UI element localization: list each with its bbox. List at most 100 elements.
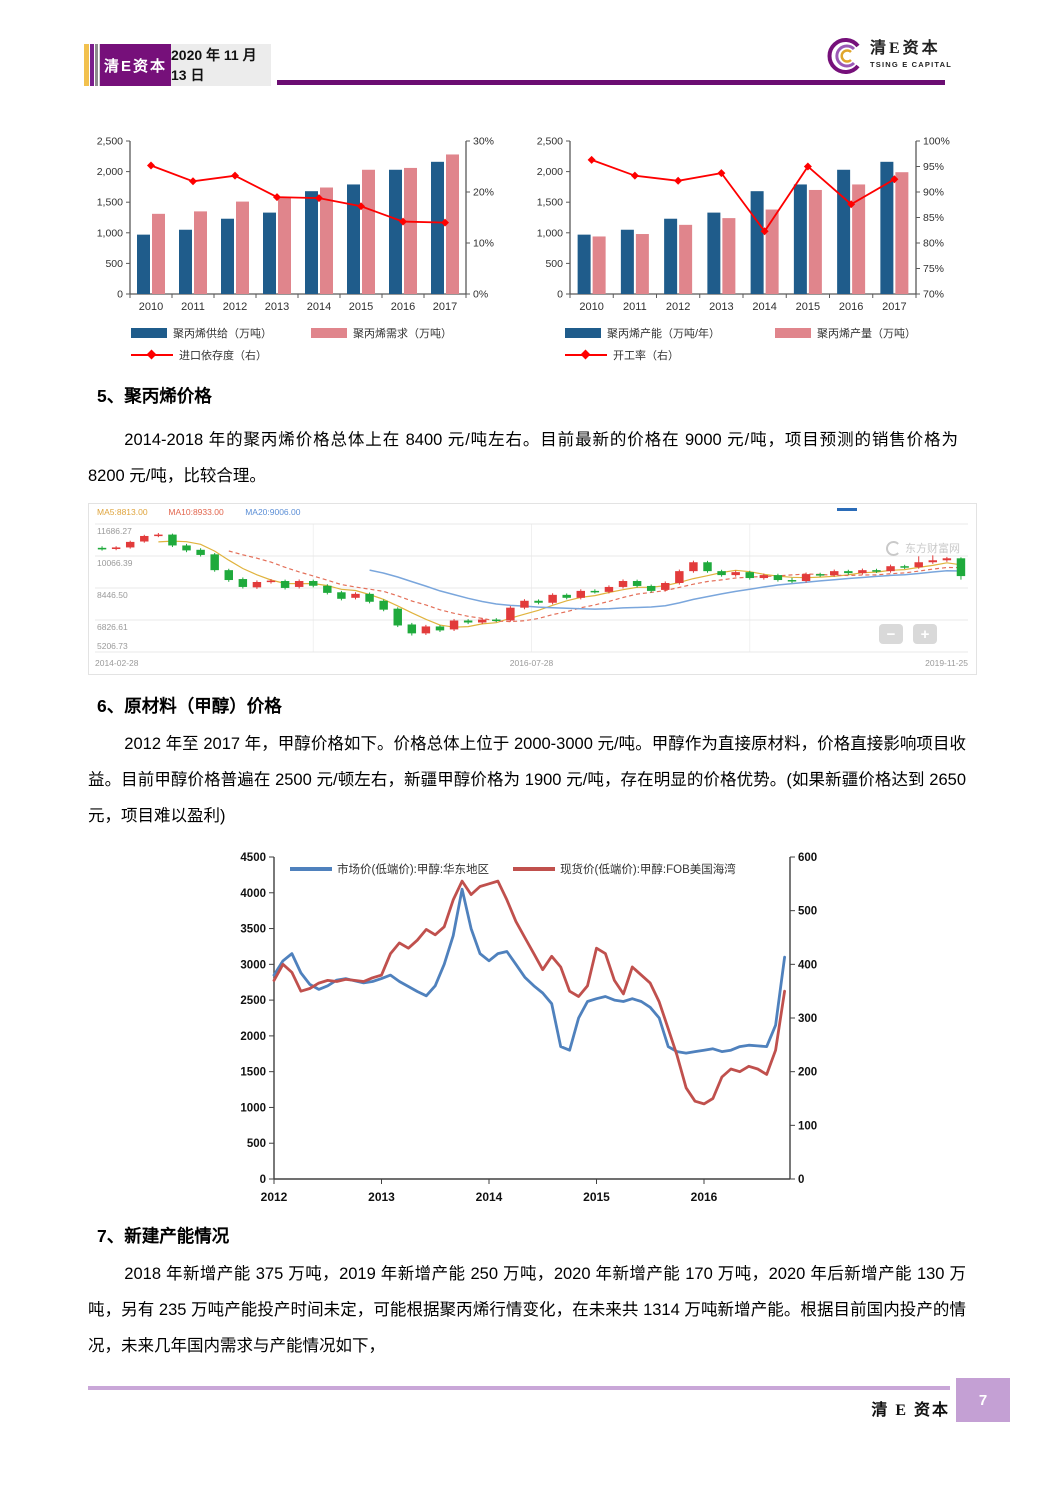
svg-text:300: 300 bbox=[798, 1013, 817, 1025]
pp-capacity-output-plot: 0 500 1,000 1,500 2,000 2,500 70% 75% 80% 85% 90% 9… bbox=[537, 136, 950, 314]
section-5-heading: 5、聚丙烯价格 bbox=[97, 386, 212, 406]
svg-text:2012: 2012 bbox=[223, 301, 247, 313]
legend-label: 进口依存度（右） bbox=[179, 350, 267, 362]
svg-text:2012: 2012 bbox=[666, 301, 690, 313]
svg-text:2014-02-28: 2014-02-28 bbox=[95, 658, 139, 668]
svg-text:2014: 2014 bbox=[307, 301, 331, 313]
svg-text:200: 200 bbox=[798, 1067, 817, 1079]
svg-text:100%: 100% bbox=[923, 136, 950, 148]
logo-title: 清E资本 bbox=[870, 40, 941, 57]
svg-text:2011: 2011 bbox=[623, 301, 647, 313]
decorative-stripe bbox=[90, 44, 94, 86]
legend-item: 聚丙烯供给（万吨） bbox=[131, 325, 272, 341]
svg-text:500: 500 bbox=[105, 258, 123, 270]
svg-text:4000: 4000 bbox=[240, 888, 266, 900]
logo-swirl-icon bbox=[827, 38, 860, 74]
chart-tab-indicator bbox=[837, 508, 857, 511]
legend-item: 进口依存度（右） bbox=[131, 347, 267, 363]
date-badge: 2020 年 11 月 13 日 bbox=[171, 44, 271, 86]
svg-text:2013: 2013 bbox=[368, 1190, 395, 1204]
svg-text:2500: 2500 bbox=[240, 995, 266, 1007]
legend-item: 开工率（右） bbox=[565, 347, 679, 363]
svg-text:2014: 2014 bbox=[752, 301, 776, 313]
candlestick-plot: 11686.27 10066.39 8446.50 6826.61 5206.73 MA5… bbox=[95, 507, 968, 668]
legend-line-swatch bbox=[513, 867, 556, 871]
methanol-legend: 市场价(低端价):甲醇:华东地区 现货价(低端价):甲醇:FOB美国海湾 bbox=[290, 861, 736, 877]
eastmoney-watermark: 东方财富网 bbox=[886, 540, 960, 556]
svg-text:600: 600 bbox=[798, 852, 817, 864]
svg-text:500: 500 bbox=[545, 258, 563, 270]
legend-swatch bbox=[131, 328, 167, 338]
header-divider bbox=[277, 80, 945, 85]
svg-text:90%: 90% bbox=[923, 187, 944, 199]
svg-text:1500: 1500 bbox=[240, 1067, 266, 1079]
svg-text:2,000: 2,000 bbox=[97, 166, 123, 178]
legend-label: 聚丙烯供给（万吨） bbox=[173, 328, 272, 340]
svg-text:95%: 95% bbox=[923, 161, 944, 173]
svg-text:2016: 2016 bbox=[691, 1190, 718, 1204]
svg-text:4500: 4500 bbox=[240, 852, 266, 864]
svg-text:2016-07-28: 2016-07-28 bbox=[510, 658, 554, 668]
section-5-paragraph: 2014-2018 年的聚丙烯价格总体上在 8400 元/吨左右。目前最新的价格… bbox=[88, 431, 958, 485]
footer-divider bbox=[88, 1386, 950, 1390]
legend-item: 聚丙烯产能（万吨/年） bbox=[565, 325, 720, 341]
svg-text:3000: 3000 bbox=[240, 959, 266, 971]
svg-text:11686.27: 11686.27 bbox=[97, 526, 132, 536]
legend-label: 聚丙烯产量（万吨） bbox=[817, 328, 916, 340]
svg-text:2,000: 2,000 bbox=[537, 166, 563, 178]
svg-text:0: 0 bbox=[557, 289, 563, 301]
logo-subtitle: TSING E CAPITAL bbox=[870, 60, 953, 69]
svg-text:20%: 20% bbox=[473, 187, 494, 199]
section-6-paragraph: 2012 年至 2017 年，甲醇价格如下。价格总体上位于 2000-3000 … bbox=[88, 735, 966, 825]
svg-text:10%: 10% bbox=[473, 238, 494, 250]
watermark-label: 东方财富网 bbox=[905, 543, 960, 555]
decorative-stripe bbox=[95, 44, 98, 86]
zoom-in-button[interactable]: + bbox=[913, 624, 937, 644]
svg-text:MA20:9006.00: MA20:9006.00 bbox=[245, 507, 301, 517]
svg-text:2000: 2000 bbox=[240, 1031, 266, 1043]
methanol-price-plot: 0 500 1000 1500 2000 2500 3000 3500 4000 4500 0 100… bbox=[240, 852, 817, 1204]
svg-text:2012: 2012 bbox=[261, 1190, 288, 1204]
svg-text:2017: 2017 bbox=[882, 301, 906, 313]
legend-label: 现货价(低端价):甲醇:FOB美国海湾 bbox=[560, 864, 736, 876]
report-date: 2020 年 11 月 13 日 bbox=[171, 47, 257, 83]
svg-text:6826.61: 6826.61 bbox=[97, 622, 128, 632]
footer-brand: 清 E 资本 bbox=[871, 1402, 950, 1419]
legend-line-swatch bbox=[131, 349, 173, 360]
svg-text:3500: 3500 bbox=[240, 924, 266, 936]
decorative-stripe bbox=[84, 44, 89, 86]
svg-text:0: 0 bbox=[798, 1174, 804, 1186]
legend-swatch bbox=[311, 328, 347, 338]
svg-text:500: 500 bbox=[247, 1138, 266, 1150]
svg-text:2015: 2015 bbox=[796, 301, 820, 313]
legend-line-swatch bbox=[565, 349, 607, 360]
svg-text:1,000: 1,000 bbox=[537, 227, 563, 239]
page-number: 7 bbox=[956, 1378, 1010, 1422]
svg-text:2011: 2011 bbox=[181, 301, 205, 313]
svg-text:100: 100 bbox=[798, 1120, 817, 1132]
pp-supply-demand-plot: 0 500 1,000 1,500 2,000 2,500 0% 10% 20% 30% 2010 2… bbox=[97, 136, 494, 314]
svg-text:2013: 2013 bbox=[265, 301, 289, 313]
svg-text:2013: 2013 bbox=[709, 301, 733, 313]
legend-label: 开工率（右） bbox=[613, 350, 679, 362]
svg-text:70%: 70% bbox=[923, 289, 944, 301]
svg-text:MA5:8813.00: MA5:8813.00 bbox=[97, 507, 148, 517]
svg-text:0: 0 bbox=[117, 289, 123, 301]
svg-text:75%: 75% bbox=[923, 263, 944, 275]
svg-text:30%: 30% bbox=[473, 136, 494, 148]
watermark-icon bbox=[886, 540, 901, 556]
legend-label: 聚丙烯需求（万吨） bbox=[353, 328, 452, 340]
svg-text:85%: 85% bbox=[923, 212, 944, 224]
pp-price-candlestick-chart: 11686.27 10066.39 8446.50 6826.61 5206.73 MA5… bbox=[88, 503, 977, 675]
svg-text:5206.73: 5206.73 bbox=[97, 641, 128, 651]
svg-text:2019-11-25: 2019-11-25 bbox=[925, 658, 968, 668]
svg-text:MA10:8933.00: MA10:8933.00 bbox=[168, 507, 224, 517]
legend-line-swatch bbox=[290, 867, 332, 871]
brand-badge: 清E资本 bbox=[100, 44, 171, 86]
svg-text:0%: 0% bbox=[473, 289, 488, 301]
svg-text:500: 500 bbox=[798, 906, 817, 918]
zoom-out-button[interactable]: − bbox=[879, 624, 903, 644]
svg-text:2010: 2010 bbox=[139, 301, 163, 313]
legend-label: 聚丙烯产能（万吨/年） bbox=[607, 328, 721, 340]
legend-swatch bbox=[565, 328, 601, 338]
